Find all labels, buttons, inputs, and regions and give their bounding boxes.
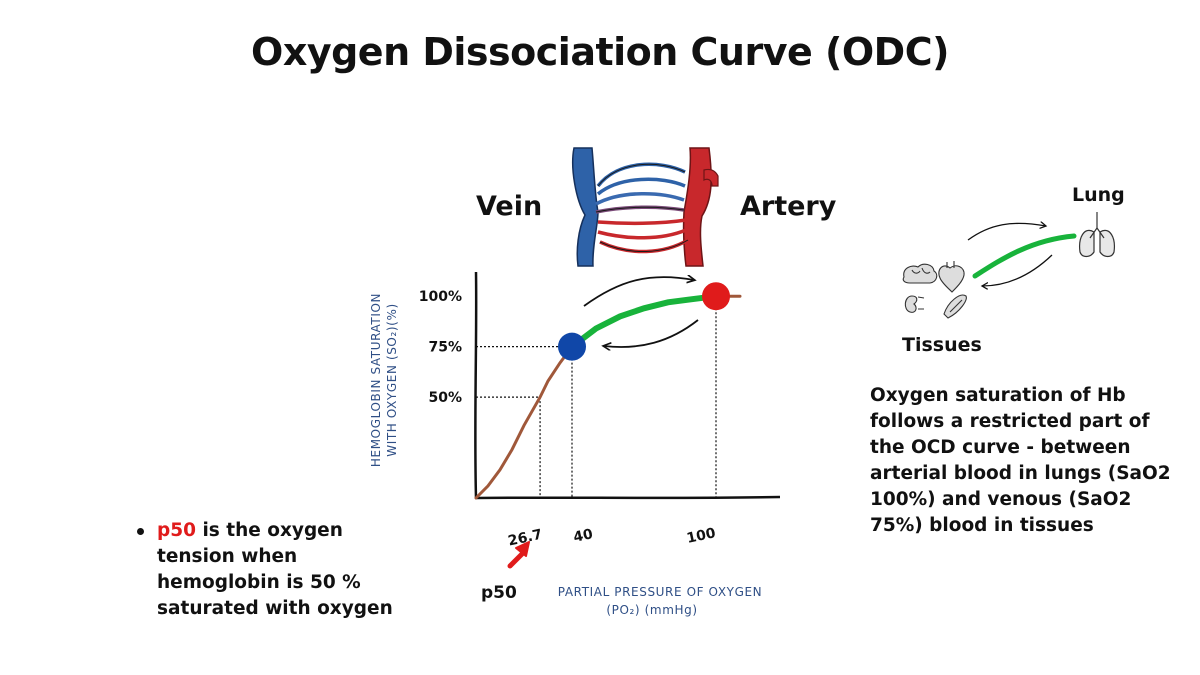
y-tick-label: 100% <box>419 289 462 305</box>
lung-label: Lung <box>1072 184 1125 206</box>
chart-axes <box>474 271 781 500</box>
mini-green-curve <box>972 233 1077 279</box>
artery-branch <box>703 168 719 187</box>
p50-highlight: p50 <box>157 520 196 541</box>
y-axis-title-line1: HEMOGLOBIN SATURATION <box>369 293 383 467</box>
odc-curve <box>474 294 742 500</box>
p50-arrow <box>507 541 530 569</box>
y-tick-label: 75% <box>428 340 462 356</box>
p50-definition-item: p50 is the oxygen tension when hemoglobi… <box>135 518 395 622</box>
y-axis <box>474 271 478 499</box>
artery-vessel <box>682 147 712 267</box>
lungs-icon <box>1079 212 1115 258</box>
x-tick-label: 100 <box>685 525 717 547</box>
y-axis-title-line2: WITH OXYGEN (SO₂)(%) <box>385 303 399 456</box>
heart-icon <box>938 261 965 293</box>
brain-icon <box>902 263 938 284</box>
y-tick-labels: 50% 75% 100% <box>419 289 462 406</box>
muscle-icon <box>943 294 967 319</box>
reference-lines <box>476 296 717 498</box>
p50-definition-list: p50 is the oxygen tension when hemoglobi… <box>135 518 395 622</box>
p50-definition-text: is the oxygen tension when hemoglobin is… <box>157 520 393 619</box>
y-tick-label: 50% <box>428 390 462 406</box>
x-axis-title-line1: PARTIAL PRESSURE OF OXYGEN <box>558 585 762 599</box>
x-tick-label: 26.7 <box>507 527 544 550</box>
arterial-point <box>702 282 730 311</box>
page-title: Oxygen Dissociation Curve (ODC) <box>251 30 949 74</box>
artery-label: Artery <box>740 191 837 222</box>
x-axis-title-line2: (PO₂) (mmHg) <box>606 603 697 617</box>
tissues-label: Tissues <box>902 334 982 356</box>
x-tick-labels: 26.7 40 100 <box>507 525 718 549</box>
unloading-arrow <box>604 319 699 347</box>
x-axis <box>475 495 781 500</box>
kidney-icon <box>904 295 925 313</box>
mini-lower-arrow <box>982 254 1053 286</box>
bullet-dot <box>137 528 144 535</box>
explanation-text: Oxygen saturation of Hb follows a restri… <box>870 385 1171 536</box>
loading-arrow <box>583 277 694 307</box>
lung-tissue-diagram <box>902 212 1115 319</box>
x-tick-label: 40 <box>572 526 595 546</box>
vein-vessel <box>571 147 599 267</box>
restricted-segment <box>569 293 719 350</box>
vessel-illustration <box>571 147 719 267</box>
mini-upper-arrow <box>967 223 1046 241</box>
p50-label: p50 <box>481 583 517 603</box>
vein-label: Vein <box>476 191 543 222</box>
venous-point <box>558 332 586 361</box>
